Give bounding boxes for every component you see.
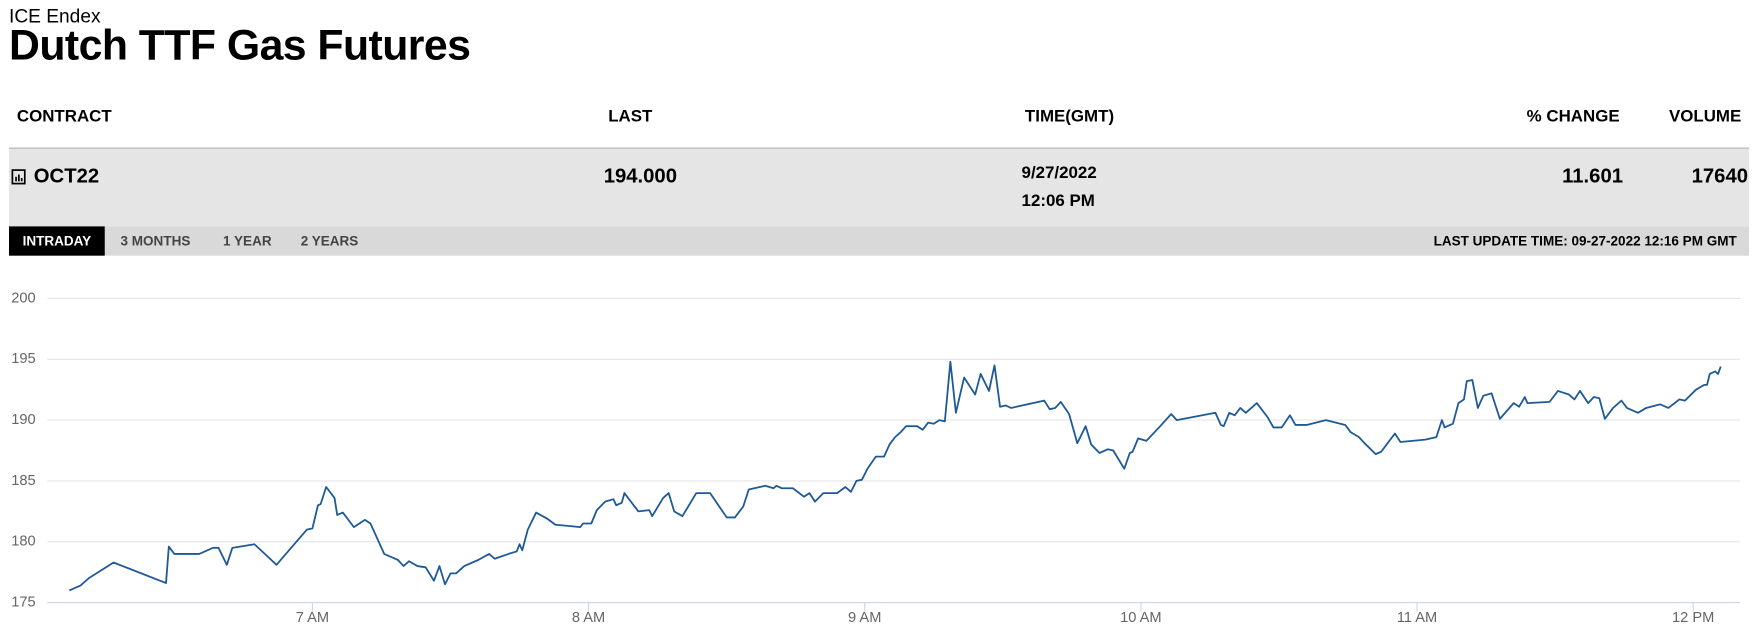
column-header: VOLUME <box>1668 106 1742 127</box>
price-line <box>69 360 1722 592</box>
column-header: % CHANGE <box>1526 106 1620 127</box>
percent-change: 11.601 <box>1562 164 1623 187</box>
x-tick-label: 9 AM <box>848 610 881 626</box>
last-update: LAST UPDATE TIME: 09-27-2022 12:16 PM GM… <box>1433 233 1737 249</box>
y-tick-label: 185 <box>11 473 35 489</box>
chart-icon <box>11 169 26 185</box>
tab-bar <box>9 226 1750 256</box>
y-tick-label: 195 <box>11 351 35 367</box>
volume: 17640 <box>1691 164 1749 187</box>
x-tick-label: 8 AM <box>572 610 605 626</box>
x-tick-label: 11 AM <box>1397 610 1437 626</box>
contract[interactable]: OCT22 <box>33 164 100 187</box>
tab[interactable]: 1 YEAR <box>223 233 272 249</box>
y-tick-label: 175 <box>11 594 35 610</box>
x-tick-label: 7 AM <box>296 610 329 626</box>
y-tick-label: 180 <box>11 534 35 550</box>
trade-date: 9/27/2022 <box>1021 163 1097 183</box>
column-header: LAST <box>608 106 653 127</box>
column-header: TIME(GMT) <box>1024 106 1115 127</box>
x-tick-label: 10 AM <box>1120 610 1161 626</box>
column-header: CONTRACT <box>16 106 112 127</box>
tab[interactable]: 3 MONTHS <box>120 233 191 249</box>
trade-time: 12:06 PM <box>1021 191 1095 211</box>
x-tick-label: 12 PM <box>1672 610 1714 626</box>
page-title: Dutch TTF Gas Futures <box>9 22 471 70</box>
tab[interactable]: 2 YEARS <box>300 233 359 249</box>
last-price: 194.000 <box>603 164 677 187</box>
tab[interactable]: INTRADAY <box>9 226 105 256</box>
y-tick-label: 200 <box>11 290 35 306</box>
y-tick-label: 190 <box>11 412 35 428</box>
quote-row <box>9 147 1750 227</box>
source: ICE Endex <box>9 5 101 28</box>
